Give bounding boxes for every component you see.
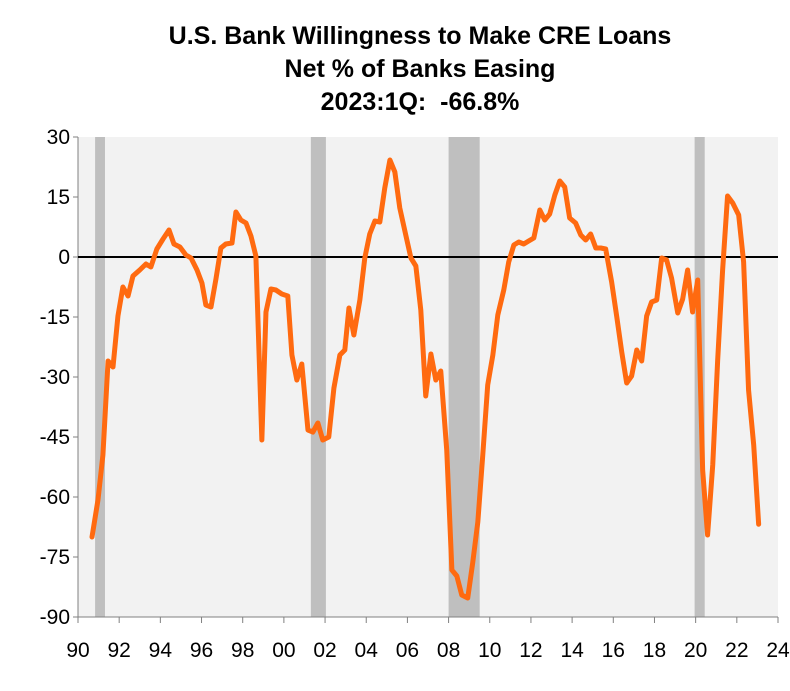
- x-tick-label: 00: [272, 639, 295, 662]
- x-tick-label: 10: [478, 639, 501, 662]
- x-tick-label: 92: [107, 639, 130, 662]
- y-tick-label: -45: [40, 426, 70, 449]
- y-tick-label: -60: [40, 486, 70, 509]
- y-tick-label: -90: [40, 606, 70, 629]
- y-tick-label: 0: [58, 246, 70, 269]
- x-tick-label: 02: [313, 639, 336, 662]
- chart-title: U.S. Bank Willingness to Make CRE Loans: [169, 22, 672, 50]
- x-tick-label: 04: [355, 639, 379, 662]
- x-tick-label: 22: [725, 639, 748, 662]
- x-tick-label: 98: [231, 639, 254, 662]
- x-tick-label: 16: [602, 639, 625, 662]
- x-tick-label: 94: [149, 639, 173, 662]
- x-tick-label: 06: [396, 639, 419, 662]
- x-tick-label: 90: [66, 639, 89, 662]
- recession-band: [310, 137, 326, 617]
- y-tick-label: 15: [47, 186, 70, 209]
- y-tick-label: 30: [47, 126, 70, 149]
- x-tick-label: 20: [684, 639, 707, 662]
- x-tick-label: 18: [643, 639, 666, 662]
- x-tick-label: 08: [437, 639, 460, 662]
- chart-subtitle: Net % of Banks Easing: [285, 55, 556, 83]
- x-tick-label: 24: [766, 639, 790, 662]
- data-line: [89, 157, 762, 601]
- annotation: 2023:1Q: -66.8%: [321, 88, 520, 116]
- y-tick-label: -15: [40, 306, 70, 329]
- y-tick-label: -75: [40, 546, 70, 569]
- x-tick-label: 96: [190, 639, 213, 662]
- x-tick-label: 12: [519, 639, 542, 662]
- x-tick-label: 14: [560, 639, 584, 662]
- recession-band: [95, 137, 105, 617]
- y-tick-label: -30: [40, 366, 70, 389]
